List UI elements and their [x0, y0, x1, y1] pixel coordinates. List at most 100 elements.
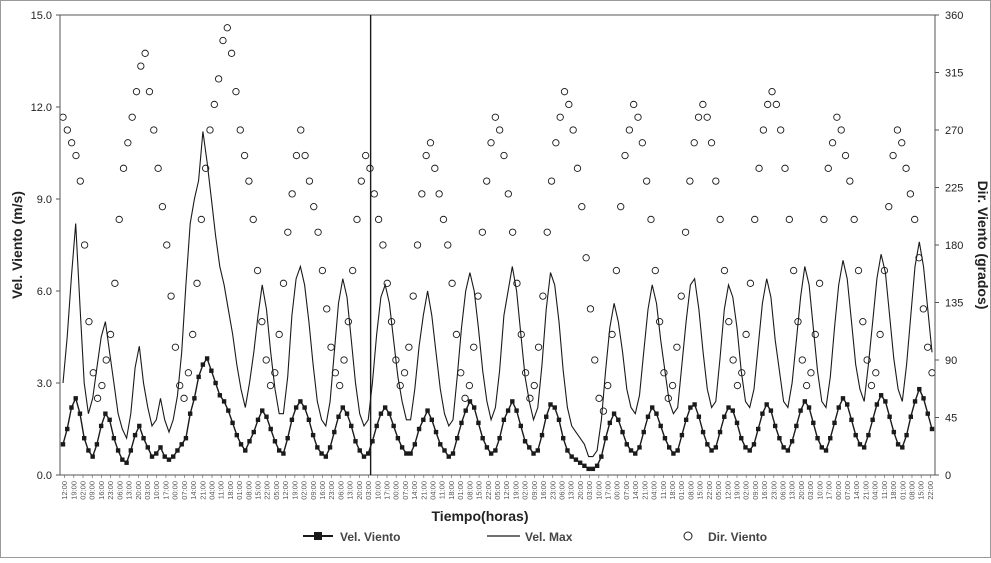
- dir-viento-point: [699, 100, 707, 109]
- vel-viento-marker: [141, 436, 146, 441]
- dir-viento-point: [119, 164, 128, 172]
- vel-viento-marker: [247, 439, 252, 444]
- vel-viento-marker: [607, 420, 613, 426]
- dir-viento-point: [413, 241, 422, 249]
- vel-viento-marker: [421, 417, 426, 422]
- dir-viento-point: [582, 254, 590, 262]
- dir-viento-point: [439, 215, 448, 224]
- x-tick-label: 01:00: [677, 481, 686, 500]
- dir-viento-point: [236, 126, 244, 134]
- vel-viento-marker: [86, 448, 91, 453]
- dir-viento-point: [517, 330, 525, 339]
- dir-viento-point: [854, 266, 863, 275]
- vel-viento-marker: [408, 451, 413, 456]
- dir-viento-point: [301, 151, 309, 160]
- dir-viento-point: [565, 100, 573, 109]
- vel-viento-marker: [323, 454, 329, 459]
- dir-viento-point: [483, 177, 491, 185]
- dir-viento-point: [266, 381, 275, 390]
- x-tick-label: 21:00: [419, 481, 428, 500]
- dir-viento-point: [383, 279, 391, 287]
- vel-viento-marker: [722, 414, 727, 419]
- x-tick-label: 23:00: [327, 481, 336, 500]
- dir-viento-point: [470, 343, 478, 351]
- dir-viento-point: [115, 215, 123, 224]
- dir-viento-point: [331, 369, 340, 377]
- vel-viento-marker: [243, 448, 248, 453]
- vel-viento-marker: [565, 448, 570, 453]
- vel-viento-marker: [815, 436, 820, 441]
- vel-viento-marker: [756, 426, 761, 432]
- vel-viento-marker: [510, 399, 515, 404]
- vel-viento-marker: [683, 417, 689, 422]
- dir-viento-point: [591, 356, 599, 364]
- dir-viento-point: [608, 330, 616, 339]
- dir-viento-point: [327, 343, 335, 351]
- dir-viento-point: [560, 88, 569, 96]
- vel-viento-marker: [845, 402, 850, 407]
- vel-viento-marker: [488, 451, 494, 456]
- x-tick-label: 07:00: [843, 481, 852, 500]
- series-dir-viento: [59, 24, 936, 415]
- dir-viento-point: [426, 139, 435, 147]
- x-tick-label: 14:00: [189, 481, 198, 500]
- vel-viento-marker: [772, 423, 778, 429]
- plot-layer: [59, 24, 936, 472]
- dir-viento-point: [578, 203, 586, 211]
- dir-viento-point: [232, 88, 240, 96]
- vel-viento-marker: [662, 436, 668, 441]
- vel-viento-marker: [90, 454, 95, 459]
- x-tick-label: 21:00: [198, 481, 207, 500]
- dir-viento-point: [167, 292, 175, 300]
- dir-viento-point: [885, 203, 893, 211]
- x-tick-label: 06:00: [779, 481, 788, 500]
- vel-viento-marker: [94, 442, 100, 447]
- dir-viento-point: [422, 151, 430, 160]
- dir-viento-point: [872, 369, 880, 377]
- vel-viento-marker: [306, 417, 312, 422]
- vel-viento-marker: [162, 454, 167, 459]
- dir-viento-point: [150, 126, 158, 134]
- dir-viento-point: [617, 203, 625, 211]
- vel-viento-marker: [505, 408, 511, 413]
- vel-viento-marker: [315, 445, 320, 450]
- vel-viento-marker: [378, 411, 384, 416]
- x-tick-label: 15:00: [696, 481, 705, 500]
- vel-viento-marker: [471, 405, 477, 410]
- y-axis-title: Vel. Viento (m/s): [9, 191, 25, 299]
- vel-viento-marker: [768, 408, 774, 413]
- dir-viento-point: [794, 318, 802, 326]
- dir-viento-point: [409, 292, 417, 300]
- vel-viento-marker: [561, 436, 566, 441]
- dir-viento-point: [513, 279, 521, 287]
- dir-viento-point: [124, 139, 132, 147]
- vel-viento-marker: [777, 436, 782, 441]
- x-tick-label: 05:00: [272, 481, 281, 500]
- dir-viento-point: [202, 164, 210, 172]
- x-tick-label: 15:00: [917, 481, 926, 500]
- dir-viento-point: [621, 151, 629, 160]
- vel-viento-marker: [459, 420, 464, 426]
- x-tick-label: 19:00: [290, 481, 299, 500]
- vel-viento-marker: [497, 436, 502, 441]
- vel-viento-marker: [878, 393, 884, 398]
- dir-viento-point: [361, 151, 370, 160]
- dir-viento-point: [141, 49, 149, 57]
- vel-viento-marker: [217, 393, 223, 398]
- dir-viento-point: [681, 228, 690, 236]
- y-tick-label: 0.0: [37, 470, 52, 482]
- dir-viento-point: [898, 139, 906, 147]
- x-tick-label: 09:00: [751, 481, 760, 500]
- vel-viento-marker: [917, 386, 922, 392]
- x-tick-label: 10:00: [815, 481, 824, 500]
- vel-viento-marker: [128, 448, 134, 453]
- vel-viento-marker: [264, 414, 269, 419]
- dir-viento-point: [530, 381, 538, 390]
- dir-viento-point: [859, 318, 867, 326]
- vel-viento-marker: [666, 445, 672, 450]
- x-tick-label: 08:00: [686, 481, 695, 500]
- dir-viento-point: [184, 369, 193, 377]
- dir-viento-point: [154, 164, 162, 172]
- dir-viento-point: [63, 126, 71, 134]
- dir-viento-point: [543, 228, 551, 236]
